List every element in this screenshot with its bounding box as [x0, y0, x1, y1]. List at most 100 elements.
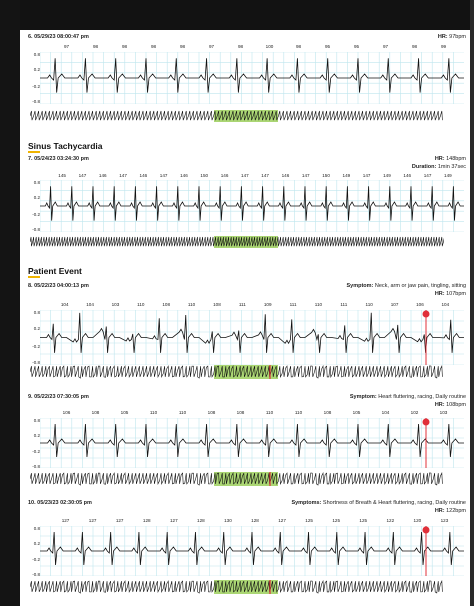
- hr-value: 105: [352, 410, 361, 415]
- hr-value: 100: [265, 44, 274, 49]
- hr-value: 147: [159, 173, 168, 178]
- y-axis-label: -0.8: [32, 463, 40, 469]
- hr-value: 127: [169, 518, 178, 523]
- hr-value: 98: [92, 44, 99, 49]
- hr-value: 104: [441, 302, 450, 307]
- hr-row: 104 104 103 110 108 110 108 111 109 111 110 111 110 1…: [52, 302, 458, 310]
- hr-value: 108: [162, 302, 171, 307]
- hr-value: 107: [390, 302, 399, 307]
- ecg-strip-6: [40, 52, 464, 104]
- y-axis-label: 0.2: [33, 67, 40, 73]
- hr-value: 146: [180, 173, 188, 178]
- hr-value: 104: [86, 302, 94, 307]
- strip-7-duration: Duration: 1min 37sec: [411, 164, 466, 170]
- hr-value: 110: [178, 410, 187, 415]
- hr-value: 147: [78, 173, 87, 178]
- hr-value: 102: [410, 410, 419, 415]
- y-axis-label: 0.8: [33, 417, 40, 423]
- hr-value: 110: [149, 410, 158, 415]
- hr-value: 95: [324, 44, 331, 49]
- ecg-strip-9: [40, 418, 464, 468]
- hr-value: 106: [416, 302, 424, 307]
- ecg-strip-8: [40, 310, 464, 365]
- hr-value: 111: [238, 302, 246, 307]
- strip-7-hr: HR: 148bpm: [434, 156, 466, 162]
- hr-value: 147: [241, 173, 249, 178]
- hr-value: 147: [301, 173, 310, 178]
- hr-value: 128: [142, 518, 151, 523]
- y-axis-label: -0.2: [32, 212, 40, 218]
- section-title-patient-event: Patient Event: [28, 266, 82, 276]
- hr-value: 123: [440, 518, 449, 523]
- section-underline: [28, 151, 40, 153]
- hr-value: 111: [289, 302, 297, 307]
- hr-value: 103: [111, 302, 120, 307]
- y-axis-label: 0.2: [33, 540, 40, 546]
- event-marker-dot: [422, 418, 430, 426]
- hr-value: 128: [251, 518, 259, 523]
- hr-value: 147: [362, 173, 371, 178]
- hr-row: 106 108 105 110 110 108 108 110 110 108 105 104 102 1…: [52, 410, 458, 418]
- hr-value: 108: [207, 410, 216, 415]
- hr-value: 98: [121, 44, 128, 49]
- hr-value: 110: [365, 302, 373, 307]
- event-marker-dot: [422, 526, 430, 534]
- strip-8-symptom: Symptom: Neck, arm or jaw pain, tingling…: [346, 283, 466, 289]
- strip-9-header: 9. 05/22/23 07:30:05 pm: [28, 394, 89, 400]
- hr-value: 110: [265, 410, 274, 415]
- report-page: [20, 30, 470, 606]
- rhythm-overview-8: [30, 365, 443, 379]
- hr-value: 106: [62, 410, 71, 415]
- hr-value: 146: [220, 173, 229, 178]
- ecg-strip-10: [40, 526, 464, 576]
- hr-value: 127: [278, 518, 286, 523]
- hr-value: 127: [88, 518, 97, 523]
- hr-value: 103: [439, 410, 448, 415]
- strip-10-header: 10. 05/23/23 02:30:05 pm: [28, 500, 92, 506]
- hr-value: 99: [440, 44, 447, 49]
- hr-value: 146: [139, 173, 148, 178]
- hr-value: 108: [323, 410, 332, 415]
- hr-value: 125: [305, 518, 313, 523]
- y-axis-label: 0.8: [33, 179, 40, 185]
- section-underline: [28, 276, 40, 278]
- hr-value: 98: [411, 44, 418, 49]
- y-axis-label: -0.8: [32, 227, 40, 233]
- hr-value: 146: [403, 173, 412, 178]
- y-axis-label: 0.2: [33, 326, 40, 332]
- hr-value: 98: [237, 44, 244, 49]
- section-title-sinus-tachycardia: Sinus Tachycardia: [28, 141, 103, 151]
- y-axis-label: -0.8: [32, 571, 40, 577]
- hr-value: 130: [224, 518, 232, 523]
- hr-value: 98: [179, 44, 186, 49]
- hr-value: 146: [281, 173, 290, 178]
- y-axis-label: 0.8: [33, 51, 40, 57]
- hr-row: 97 98 98 98 98 97 98 100 98 95 95 97 98 99: [52, 44, 458, 52]
- hr-value: 147: [119, 173, 127, 178]
- hr-value: 97: [382, 44, 389, 49]
- hr-value: 127: [61, 518, 70, 523]
- y-axis-label: -0.2: [32, 344, 40, 350]
- hr-value: 145: [58, 173, 66, 178]
- hr-value: 120: [413, 518, 422, 523]
- hr-value: 111: [340, 302, 348, 307]
- event-marker-dot: [422, 310, 430, 318]
- hr-value: 147: [261, 173, 269, 178]
- strip-7-header: 7. 05/24/23 03:24:30 pm: [28, 156, 89, 162]
- hr-value: 104: [60, 302, 69, 307]
- hr-value: 108: [91, 410, 100, 415]
- rhythm-overview-9: [30, 472, 443, 486]
- y-axis-label: 0.8: [33, 309, 40, 315]
- hr-row: 145 147 146 147 146 147 146 150 146 147 147 146 147 1…: [52, 173, 458, 181]
- right-dark-edge: [470, 0, 474, 606]
- hr-value: 125: [359, 518, 368, 523]
- hr-row: 127 127 127 128 127 128 130 128 127 125 125 125 122 1…: [52, 518, 458, 526]
- hr-value: 149: [342, 173, 351, 178]
- ecg-strip-7: [40, 180, 464, 232]
- rhythm-overview-7: [30, 236, 444, 248]
- y-axis-label: -0.8: [32, 99, 40, 105]
- strip-6-header: 6. 05/29/23 08:00:47 pm: [28, 34, 89, 40]
- y-axis-label: -0.8: [32, 360, 40, 366]
- top-dark-bar: [0, 0, 474, 30]
- hr-value: 109: [263, 302, 272, 307]
